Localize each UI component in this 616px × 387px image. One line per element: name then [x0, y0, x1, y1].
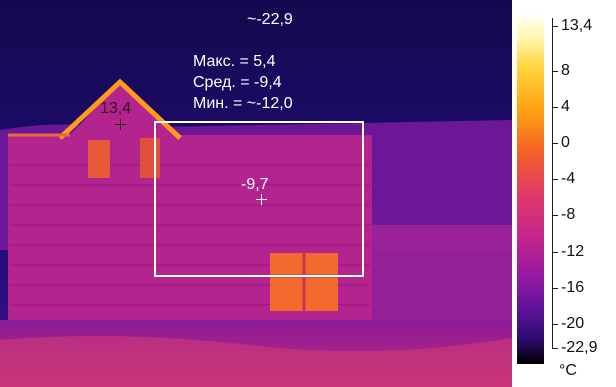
scale-tick — [552, 252, 558, 253]
avg-readout: Сред. = -9,4 — [193, 74, 282, 91]
thermal-image: ~-22,9 Макс. = 5,4 Сред. = -9,4 Мин. = ~… — [0, 0, 512, 387]
scale-label: -16 — [561, 279, 585, 296]
color-scale-bar — [517, 13, 544, 364]
scale-tick — [552, 215, 558, 216]
scale-tick — [552, 107, 558, 108]
scale-unit: °C — [559, 362, 577, 379]
scale-label-max: 13,4 — [561, 17, 593, 34]
scale-tick — [552, 288, 558, 289]
hot-spot-value: 13,4 — [100, 100, 132, 117]
scale-tick — [552, 143, 558, 144]
min-readout: Мин. = ~-12,0 — [193, 95, 293, 112]
top-spot-value: ~-22,9 — [247, 11, 293, 28]
scale-label: 0 — [561, 134, 570, 151]
scale-label: -20 — [561, 315, 585, 332]
hot-spot-crosshair-icon[interactable] — [115, 119, 126, 130]
measurement-area-box[interactable] — [154, 121, 364, 277]
scale-tick — [552, 348, 558, 349]
max-readout: Макс. = 5,4 — [193, 53, 276, 70]
scale-tick — [552, 26, 558, 27]
scale-label: 4 — [561, 98, 570, 115]
scale-tick — [552, 179, 558, 180]
center-spot-value: -9,7 — [241, 176, 269, 193]
temperature-scale: 13,4 8 4 0 -4 -8 -12 -16 -20 -22,9 °C — [512, 0, 616, 387]
scale-axis — [552, 18, 553, 348]
scale-label: -4 — [561, 170, 576, 187]
scale-tick — [552, 71, 558, 72]
scale-label: 8 — [561, 62, 570, 79]
scale-label: -12 — [561, 243, 585, 260]
scale-label-min: -22,9 — [561, 339, 598, 356]
center-spot-crosshair-icon[interactable] — [256, 194, 267, 205]
scale-tick — [552, 324, 558, 325]
scale-label: -8 — [561, 206, 576, 223]
